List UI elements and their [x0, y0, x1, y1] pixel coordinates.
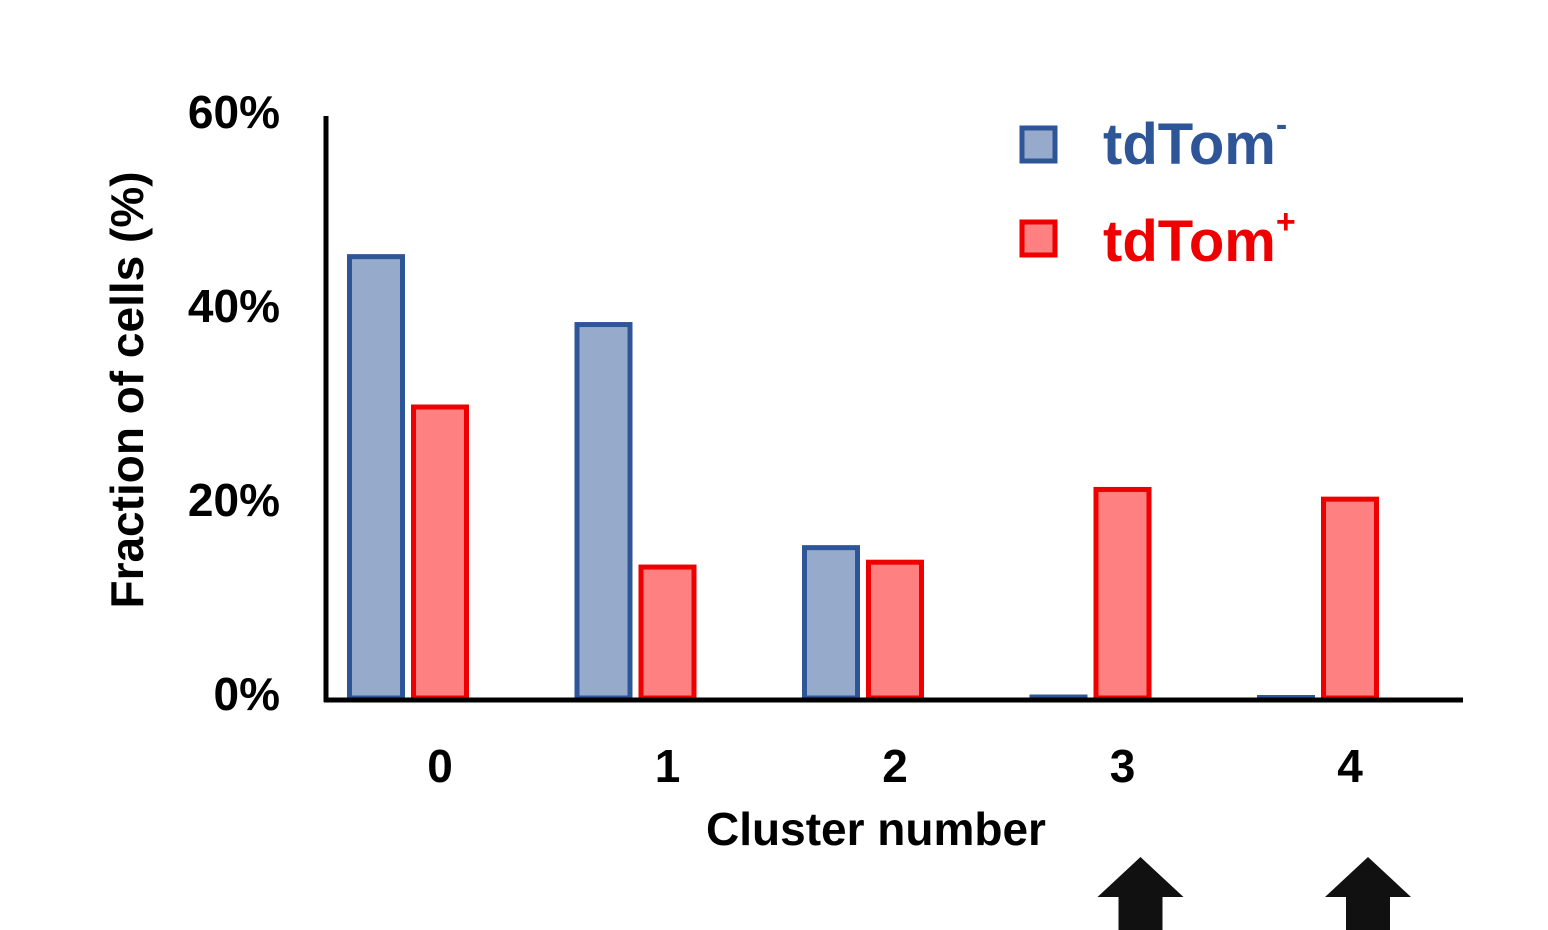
legend: tdTom- tdTom+ [1019, 106, 1296, 274]
bar-series-1-cluster-3 [1093, 486, 1152, 701]
y-axis-title: Fraction of cells (%) [101, 171, 153, 608]
bar-series-0-cluster-2 [802, 545, 860, 701]
legend-label-series-0: tdTom- [1103, 106, 1287, 177]
x-tick-label: 2 [882, 740, 908, 792]
bar-series-0-cluster-1 [574, 322, 633, 701]
x-axis-title: Cluster number [706, 803, 1046, 855]
arrow-up-icon [1097, 857, 1184, 930]
x-tick-label: 3 [1110, 740, 1136, 792]
bars [347, 254, 1379, 701]
bar-series-0-cluster-0 [347, 254, 405, 701]
legend-name-series-0: tdTom [1103, 112, 1276, 177]
y-tick-label: 40% [188, 280, 280, 332]
bar-series-1-cluster-0 [411, 404, 469, 701]
legend-superscript-series-1: + [1276, 203, 1296, 241]
y-tick-label: 60% [188, 86, 280, 138]
legend-label-series-1: tdTom+ [1103, 203, 1296, 274]
x-tick-labels: 0 1 2 3 4 [427, 740, 1363, 792]
legend-swatch-series-0 [1019, 125, 1058, 164]
bar-series-1-cluster-2 [866, 559, 924, 701]
legend-name-series-1: tdTom [1103, 209, 1276, 274]
y-tick-label: 0% [214, 668, 280, 720]
annotation-arrows [1097, 857, 1411, 930]
y-tick-labels: 0% 20% 40% 60% [188, 86, 280, 720]
bar-series-1-cluster-4 [1321, 496, 1379, 701]
x-tick-label: 4 [1337, 740, 1363, 792]
y-tick-label: 20% [188, 474, 280, 526]
x-tick-label: 0 [427, 740, 453, 792]
x-tick-label: 1 [655, 740, 681, 792]
legend-swatch-series-1 [1019, 219, 1058, 258]
bar-series-1-cluster-1 [638, 564, 697, 701]
legend-superscript-series-0: - [1276, 106, 1287, 144]
arrow-up-icon [1325, 857, 1411, 930]
